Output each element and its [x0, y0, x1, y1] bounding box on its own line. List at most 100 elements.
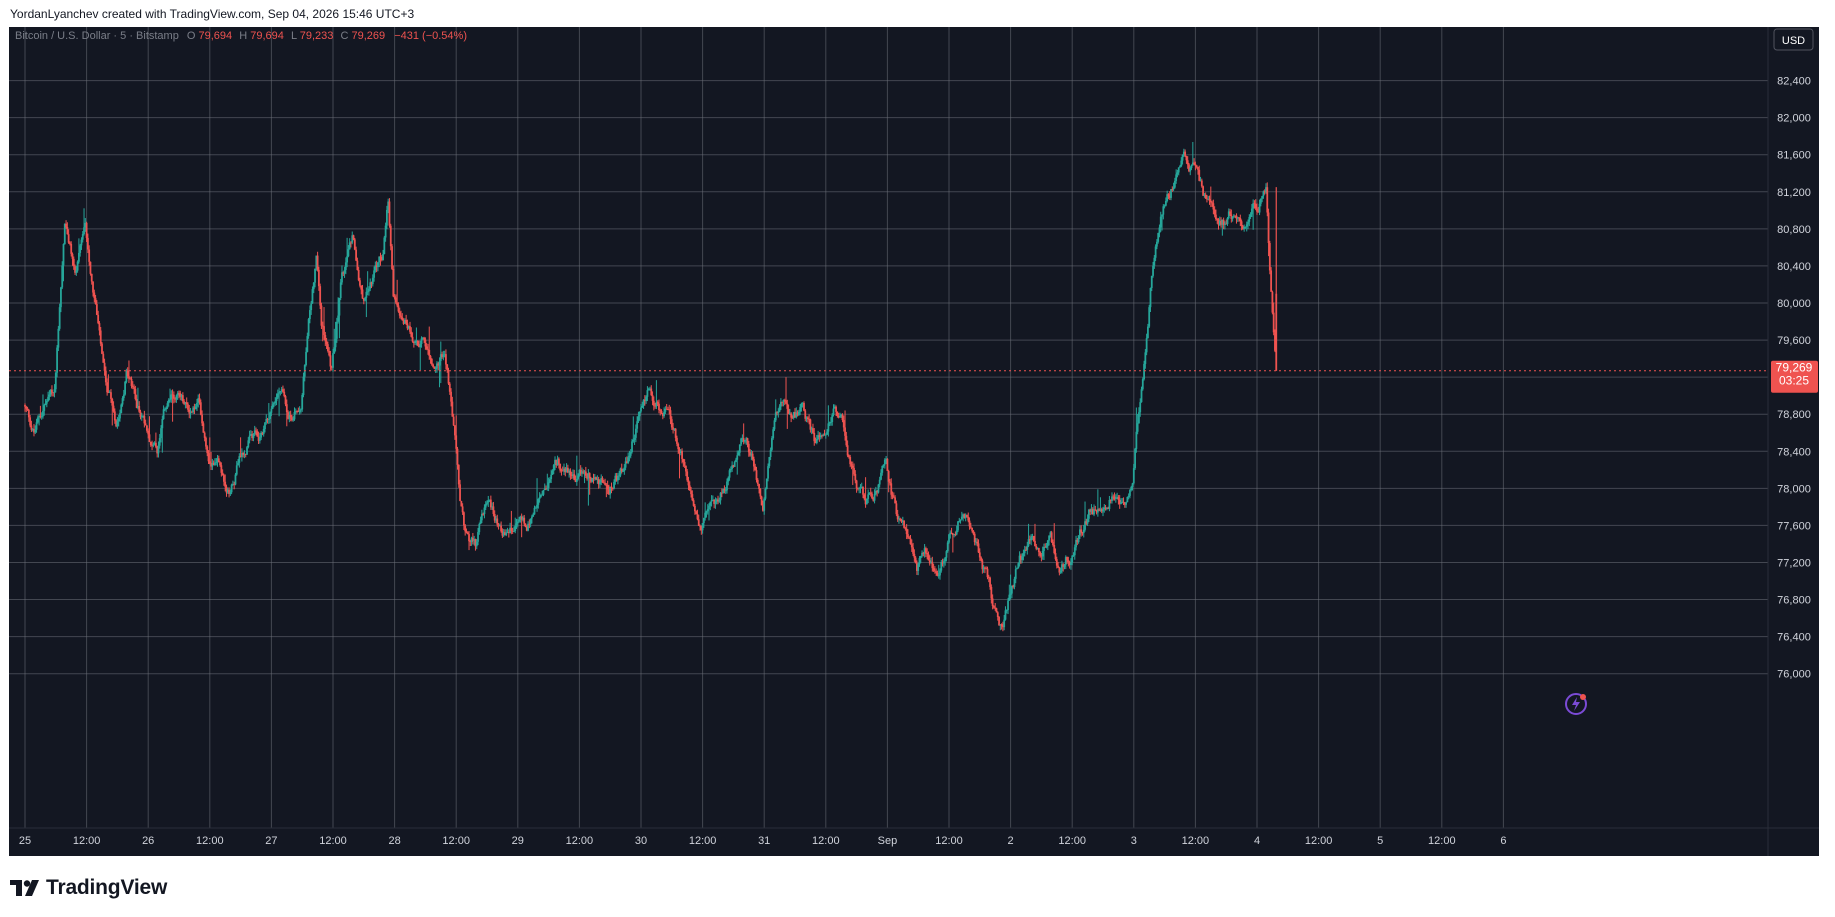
currency-button[interactable]: USD [1773, 28, 1814, 51]
candle-body [442, 354, 445, 357]
time-tick-label: 3 [1131, 835, 1137, 847]
candle-body [1227, 211, 1230, 218]
candle-body [874, 490, 877, 495]
candle-body [1081, 532, 1084, 534]
candle-body [632, 439, 635, 442]
candle-body [713, 500, 716, 504]
time-tick-label: 31 [758, 835, 770, 847]
candle-body [963, 514, 966, 518]
candle-body [600, 478, 603, 483]
candle-body [587, 473, 590, 479]
candle-body [311, 289, 314, 304]
candle-body [294, 411, 297, 412]
candle-body [492, 506, 495, 514]
time-tick-label: 29 [512, 835, 524, 847]
candle-body [522, 517, 524, 520]
candle-body [479, 520, 482, 524]
candle-body [1177, 167, 1180, 173]
candle-body [844, 427, 846, 436]
candle-body [1095, 509, 1098, 513]
candle-body [405, 319, 408, 324]
candle-body [120, 404, 123, 414]
candle-body [699, 525, 701, 527]
candle-body [808, 418, 811, 420]
candle-body [296, 411, 298, 412]
candle-body [500, 525, 503, 532]
candle-body [1076, 539, 1079, 542]
candle-body [1118, 499, 1121, 505]
candle-body [581, 471, 583, 474]
candle-body [574, 479, 577, 482]
candle-body [643, 399, 646, 402]
candle-body [352, 235, 355, 240]
candle-body [30, 425, 33, 430]
candle-body [812, 428, 814, 433]
candle-body [1085, 521, 1088, 524]
price-tick-label: 76,800 [1777, 595, 1811, 607]
candle-body [1005, 610, 1008, 611]
candle-body [957, 521, 959, 531]
time-axis[interactable]: 25 12:00 26 12:00 27 12:00 28 12:00 29 12:00 30 12:… [19, 835, 1507, 847]
candle-body [317, 269, 320, 287]
candle-body [80, 239, 83, 246]
candle-body [212, 462, 215, 466]
candle-body [257, 436, 260, 441]
candle-body [223, 475, 225, 482]
candle-body [790, 413, 793, 418]
candle-body [1212, 203, 1215, 210]
candle-body [1063, 564, 1066, 567]
candle-body [883, 459, 886, 465]
candle-body [24, 404, 26, 407]
candle-body [848, 455, 850, 457]
candle-body [696, 514, 699, 520]
candle-body [101, 343, 103, 354]
candle-body [326, 344, 329, 351]
candlestick-chart[interactable]: 76,000 76,400 76,800 77,200 77,600 78,000 78,4… [9, 27, 1819, 856]
candle-body [193, 407, 196, 410]
candle-body [881, 465, 884, 473]
candle-body [482, 513, 485, 515]
candle-body [275, 397, 278, 402]
candle-body [599, 482, 601, 485]
candle-body [328, 350, 331, 356]
candle-body [134, 388, 137, 399]
candle-body [981, 560, 984, 570]
candle-body [623, 467, 626, 472]
candle-body [751, 453, 754, 460]
candle-body [1261, 196, 1264, 199]
candle-body [1121, 501, 1124, 503]
candle-body [203, 432, 206, 438]
candle-body [940, 562, 943, 571]
candle-body [235, 465, 238, 475]
candle-body [889, 481, 891, 484]
candle-body [1135, 431, 1138, 449]
time-tick-label: 12:00 [319, 835, 347, 847]
candle-body [27, 409, 30, 418]
candle-body [619, 468, 622, 476]
candle-body [711, 500, 714, 501]
candle-body [357, 269, 360, 281]
candle-body [1241, 226, 1244, 229]
candle-body [97, 314, 100, 324]
candle-body [107, 392, 110, 394]
candle-body [1225, 223, 1228, 225]
candle-body [1093, 509, 1095, 515]
candle-body [26, 408, 29, 410]
candle-body [233, 484, 236, 485]
candle-body [898, 518, 900, 520]
candle-body [871, 493, 873, 499]
candle-body [841, 414, 844, 421]
candle-body [769, 449, 772, 458]
candle-body [702, 517, 705, 524]
price-tick-label: 76,000 [1777, 669, 1811, 681]
candle-body [237, 462, 239, 466]
candle-body [90, 273, 93, 282]
lightning-icon[interactable] [1565, 693, 1587, 715]
candle-body [180, 395, 183, 397]
candle-body [244, 454, 247, 455]
tradingview-logo[interactable]: TradingView [10, 876, 167, 900]
symbol-legend[interactable]: Bitcoin / U.S. Dollar · 5 · Bitstamp O 7… [15, 30, 467, 42]
candle-body [497, 524, 500, 526]
candle-body [877, 484, 880, 493]
chart-frame[interactable]: 76,000 76,400 76,800 77,200 77,600 78,000 78,4… [9, 27, 1819, 856]
